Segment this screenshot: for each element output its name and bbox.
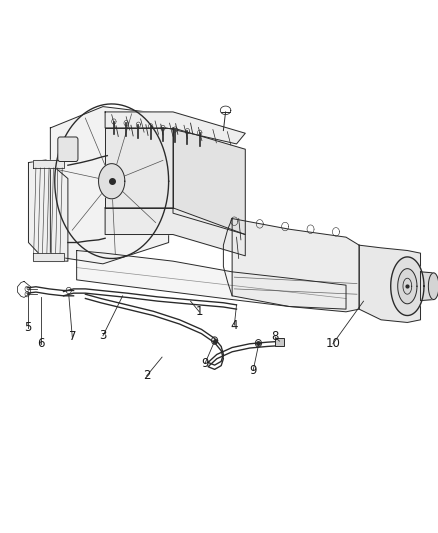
- Polygon shape: [28, 160, 68, 261]
- Polygon shape: [99, 164, 125, 199]
- Text: 5: 5: [24, 321, 31, 334]
- Polygon shape: [420, 272, 434, 301]
- Text: 9: 9: [201, 357, 209, 370]
- Polygon shape: [105, 112, 245, 144]
- Text: 1: 1: [195, 305, 203, 318]
- Polygon shape: [359, 245, 420, 322]
- Polygon shape: [398, 269, 417, 304]
- Text: 7: 7: [68, 330, 76, 343]
- FancyBboxPatch shape: [58, 137, 78, 161]
- Polygon shape: [33, 160, 64, 168]
- Polygon shape: [50, 107, 169, 264]
- Polygon shape: [391, 257, 424, 316]
- Text: 10: 10: [325, 337, 340, 350]
- Polygon shape: [173, 128, 245, 235]
- Polygon shape: [77, 251, 346, 309]
- Text: 4: 4: [230, 319, 238, 332]
- Text: 9: 9: [249, 364, 257, 377]
- Bar: [275, 338, 284, 346]
- Text: 2: 2: [143, 369, 151, 382]
- Text: 6: 6: [37, 337, 45, 350]
- Text: 8: 8: [272, 330, 279, 343]
- Polygon shape: [428, 273, 438, 300]
- Polygon shape: [105, 208, 245, 256]
- Polygon shape: [33, 253, 64, 261]
- Polygon shape: [105, 128, 173, 208]
- Text: 3: 3: [99, 329, 106, 342]
- Polygon shape: [232, 219, 359, 312]
